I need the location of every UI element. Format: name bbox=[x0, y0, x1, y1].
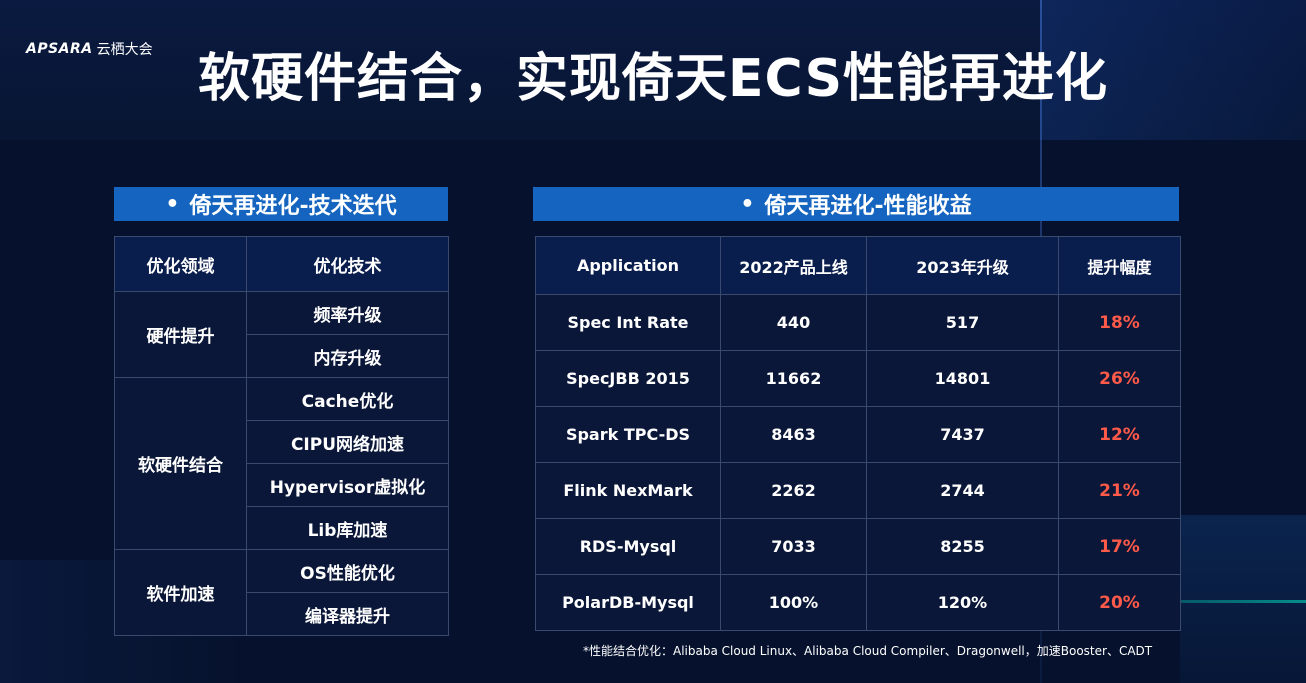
table-row: SpecJBB 2015 11662 14801 26% bbox=[535, 350, 1181, 407]
table-header-row: Application 2022产品上线 2023年升级 提升幅度 bbox=[535, 236, 1181, 295]
table-row: PolarDB-Mysql 100% 120% 20% bbox=[535, 574, 1181, 631]
table-row: Spark TPC-DS 8463 7437 12% bbox=[535, 406, 1181, 463]
performance-gain-table: Application 2022产品上线 2023年升级 提升幅度 Spec I… bbox=[535, 236, 1181, 631]
improvement-cell: 20% bbox=[1058, 574, 1181, 631]
application-cell: Flink NexMark bbox=[535, 462, 721, 519]
technique-cell: 内存升级 bbox=[246, 334, 449, 378]
bullet-icon: • bbox=[740, 191, 755, 217]
table-row: Flink NexMark 2262 2744 21% bbox=[535, 462, 1181, 519]
table-row: Spec Int Rate 440 517 18% bbox=[535, 294, 1181, 351]
technique-cell: 编译器提升 bbox=[246, 592, 449, 636]
category-cell: 软件加速 bbox=[114, 549, 247, 636]
logo-text: 云栖大会 bbox=[96, 42, 153, 58]
technique-cell: 频率升级 bbox=[246, 291, 449, 335]
improvement-cell: 17% bbox=[1058, 518, 1181, 575]
apsara-logo: APSARA 云栖大会 bbox=[26, 40, 153, 58]
application-cell: Spec Int Rate bbox=[535, 294, 721, 351]
footnote: *性能结合优化：Alibaba Cloud Linux、Alibaba Clou… bbox=[583, 644, 1153, 658]
improvement-cell: 26% bbox=[1058, 350, 1181, 407]
category-cell: 硬件提升 bbox=[114, 291, 247, 378]
table-row: 编译器提升 bbox=[115, 592, 449, 636]
technique-cell: Lib库加速 bbox=[246, 506, 449, 550]
tech-iteration-table: 优化领域 优化技术 硬件提升 频率升级 内存升级 软硬件结合 Cache优化 C… bbox=[114, 236, 449, 636]
value-2023-cell: 14801 bbox=[866, 350, 1059, 407]
value-2023-cell: 517 bbox=[866, 294, 1059, 351]
column-header: Application bbox=[535, 236, 721, 295]
column-header: 提升幅度 bbox=[1058, 236, 1181, 295]
application-cell: Spark TPC-DS bbox=[535, 406, 721, 463]
decorative-glow bbox=[1040, 0, 1306, 140]
value-2023-cell: 7437 bbox=[866, 406, 1059, 463]
table-row: 软件加速 OS性能优化 bbox=[114, 549, 449, 636]
value-2022-cell: 8463 bbox=[720, 406, 867, 463]
application-cell: RDS-Mysql bbox=[535, 518, 721, 575]
page-title: 软硬件结合，实现倚天ECS性能再进化 bbox=[197, 49, 1109, 109]
table-row: 软硬件结合 Cache优化 bbox=[114, 377, 449, 550]
column-header: 2022产品上线 bbox=[720, 236, 867, 295]
header-band bbox=[0, 0, 1306, 140]
improvement-cell: 18% bbox=[1058, 294, 1181, 351]
technique-cell: Hypervisor虚拟化 bbox=[246, 463, 449, 507]
left-panel-header-label: 倚天再进化-技术迭代 bbox=[189, 194, 397, 219]
left-panel-header: • 倚天再进化-技术迭代 bbox=[114, 187, 448, 221]
logo-mark: APSARA bbox=[26, 41, 93, 57]
value-2022-cell: 11662 bbox=[720, 350, 867, 407]
technique-cell: OS性能优化 bbox=[246, 549, 449, 593]
value-2022-cell: 2262 bbox=[720, 462, 867, 519]
technique-cell: Cache优化 bbox=[246, 377, 449, 421]
category-cell: 软硬件结合 bbox=[114, 377, 247, 550]
application-cell: PolarDB-Mysql bbox=[535, 574, 721, 631]
value-2022-cell: 440 bbox=[720, 294, 867, 351]
table-row: 硬件提升 频率升级 bbox=[114, 291, 449, 378]
decorative-block-right bbox=[1180, 515, 1306, 683]
value-2023-cell: 8255 bbox=[866, 518, 1059, 575]
value-2023-cell: 2744 bbox=[866, 462, 1059, 519]
table-row: 内存升级 bbox=[115, 334, 449, 378]
table-header-row: 优化领域 优化技术 bbox=[114, 236, 449, 292]
right-panel-header-label: 倚天再进化-性能收益 bbox=[764, 194, 972, 219]
column-header: 优化技术 bbox=[246, 236, 449, 292]
value-2022-cell: 7033 bbox=[720, 518, 867, 575]
application-cell: SpecJBB 2015 bbox=[535, 350, 721, 407]
table-row: RDS-Mysql 7033 8255 17% bbox=[535, 518, 1181, 575]
improvement-cell: 12% bbox=[1058, 406, 1181, 463]
value-2023-cell: 120% bbox=[866, 574, 1059, 631]
value-2022-cell: 100% bbox=[720, 574, 867, 631]
column-header: 2023年升级 bbox=[866, 236, 1059, 295]
technique-cell: CIPU网络加速 bbox=[246, 420, 449, 464]
bullet-icon: • bbox=[165, 191, 180, 217]
column-header: 优化领域 bbox=[114, 236, 247, 292]
improvement-cell: 21% bbox=[1058, 462, 1181, 519]
right-panel-header: • 倚天再进化-性能收益 bbox=[533, 187, 1179, 221]
